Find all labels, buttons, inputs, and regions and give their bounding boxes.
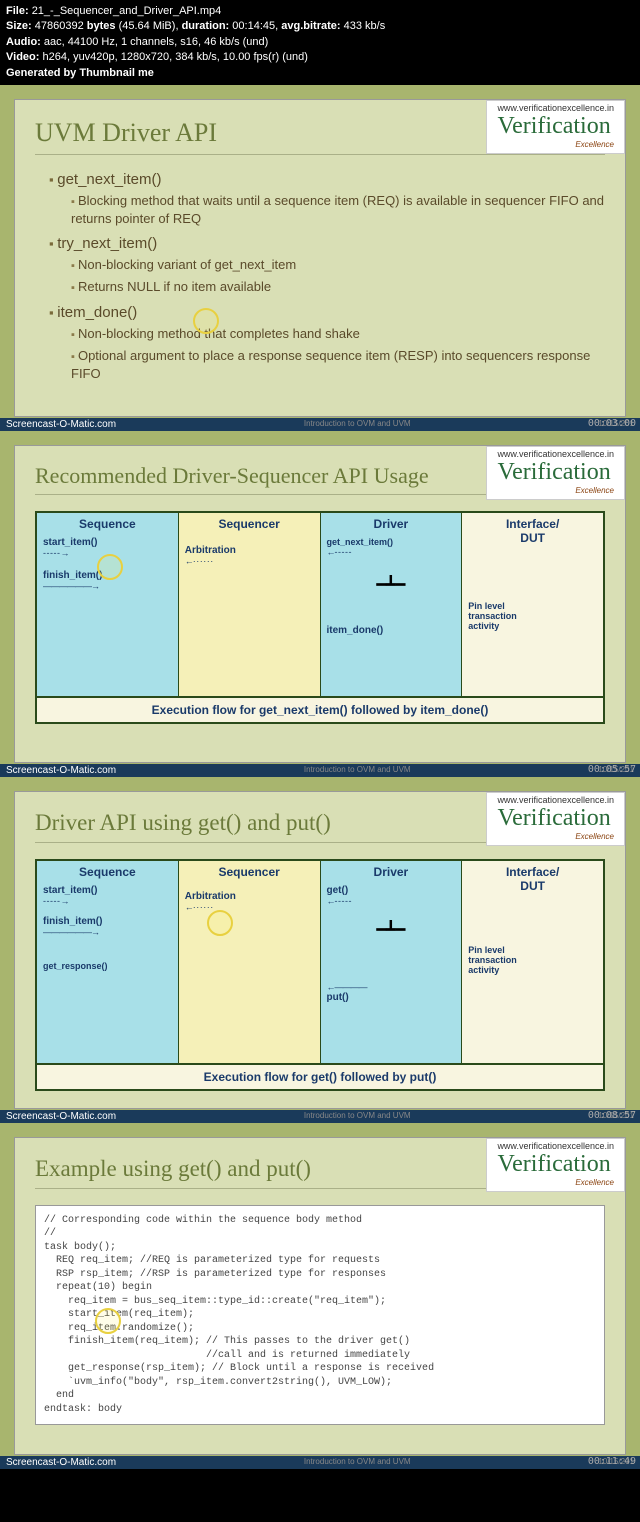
label: File: bbox=[6, 5, 29, 17]
cursor-highlight bbox=[97, 554, 123, 580]
cursor-highlight bbox=[95, 1308, 121, 1334]
timestamp: 00:08:57 bbox=[588, 1110, 636, 1121]
file-info-header: File: 21_-_Sequencer_and_Driver_API.mp4 … bbox=[0, 0, 640, 85]
logo: www.verificationexcellence.in Verificati… bbox=[486, 1138, 625, 1192]
timestamp: 00:03:00 bbox=[588, 418, 636, 429]
thumbnail-2: www.verificationexcellence.in Verificati… bbox=[0, 431, 640, 777]
filename: 21_-_Sequencer_and_Driver_API.mp4 bbox=[32, 5, 222, 17]
thumbnail-4: www.verificationexcellence.in Verificati… bbox=[0, 1123, 640, 1469]
slide-footer: Screencast-O-Matic.comIntroduction to OV… bbox=[0, 418, 640, 431]
code-example: // Corresponding code within the sequenc… bbox=[35, 1205, 605, 1426]
cursor-highlight bbox=[207, 910, 233, 936]
timestamp: 00:05:57 bbox=[588, 764, 636, 775]
thumbnail-1: www.verificationexcellence.in Verificati… bbox=[0, 85, 640, 431]
logo: www.verificationexcellence.in Verificati… bbox=[486, 792, 625, 846]
sequence-diagram: Sequence start_item() - - - - - → finish… bbox=[35, 859, 605, 1091]
cursor-highlight bbox=[193, 308, 219, 334]
label: Size: bbox=[6, 20, 32, 32]
logo: www.verificationexcellence.in Verificati… bbox=[486, 100, 625, 154]
logo: www.verificationexcellence.in Verificati… bbox=[486, 446, 625, 500]
thumbnail-3: www.verificationexcellence.in Verificati… bbox=[0, 777, 640, 1123]
sequence-diagram: Sequence start_item() - - - - - → finish… bbox=[35, 511, 605, 724]
timestamp: 00:11:49 bbox=[588, 1456, 636, 1467]
